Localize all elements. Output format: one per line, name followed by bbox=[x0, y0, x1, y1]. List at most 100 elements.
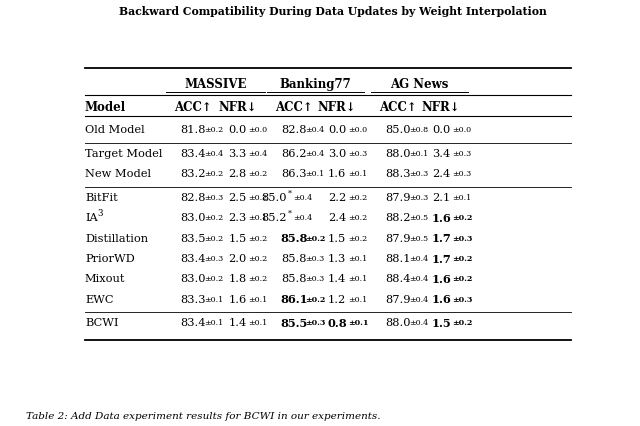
Text: 83.4: 83.4 bbox=[180, 318, 206, 328]
Text: Backward Compatibility During Data Updates by Weight Interpolation: Backward Compatibility During Data Updat… bbox=[119, 6, 547, 17]
Text: ±0.4: ±0.4 bbox=[410, 254, 429, 262]
Text: ±0.8: ±0.8 bbox=[410, 126, 428, 134]
Text: ±0.4: ±0.4 bbox=[410, 319, 429, 327]
Text: ±0.4: ±0.4 bbox=[204, 150, 223, 158]
Text: ±0.1: ±0.1 bbox=[348, 275, 367, 283]
Text: MASSIVE: MASSIVE bbox=[184, 78, 246, 90]
Text: ±0.3: ±0.3 bbox=[204, 254, 223, 262]
Text: ±0.3: ±0.3 bbox=[452, 170, 471, 178]
Text: 0.0: 0.0 bbox=[228, 125, 247, 135]
Text: ±0.4: ±0.4 bbox=[410, 275, 429, 283]
Text: 2.1: 2.1 bbox=[432, 193, 450, 202]
Text: 2.3: 2.3 bbox=[228, 213, 247, 223]
Text: NFR↓: NFR↓ bbox=[422, 101, 460, 113]
Text: 1.4: 1.4 bbox=[228, 318, 247, 328]
Text: 87.9: 87.9 bbox=[386, 193, 411, 202]
Text: BitFit: BitFit bbox=[85, 193, 118, 202]
Text: 1.4: 1.4 bbox=[328, 274, 346, 284]
Text: ACC↑: ACC↑ bbox=[174, 101, 212, 113]
Text: ±0.4: ±0.4 bbox=[293, 193, 312, 201]
Text: ±0.3: ±0.3 bbox=[452, 150, 471, 158]
Text: 85.8: 85.8 bbox=[280, 233, 308, 244]
Text: ±0.3: ±0.3 bbox=[348, 150, 367, 158]
Text: 0.8: 0.8 bbox=[327, 317, 347, 328]
Text: IA: IA bbox=[85, 213, 98, 223]
Text: 83.0: 83.0 bbox=[180, 274, 206, 284]
Text: 1.6: 1.6 bbox=[431, 294, 451, 305]
Text: ±0.3: ±0.3 bbox=[305, 319, 326, 327]
Text: ±0.4: ±0.4 bbox=[293, 214, 312, 222]
Text: 1.3: 1.3 bbox=[328, 253, 346, 263]
Text: ±0.0: ±0.0 bbox=[249, 126, 268, 134]
Text: ±0.2: ±0.2 bbox=[204, 170, 223, 178]
Text: Banking77: Banking77 bbox=[280, 78, 351, 90]
Text: ±0.1: ±0.1 bbox=[305, 170, 324, 178]
Text: 2.4: 2.4 bbox=[432, 169, 450, 179]
Text: 1.7: 1.7 bbox=[431, 233, 451, 244]
Text: ±0.1: ±0.1 bbox=[204, 319, 223, 327]
Text: Target Model: Target Model bbox=[85, 149, 163, 158]
Text: *: * bbox=[288, 209, 292, 217]
Text: ±0.1: ±0.1 bbox=[249, 295, 268, 303]
Text: 2.2: 2.2 bbox=[328, 193, 346, 202]
Text: 83.4: 83.4 bbox=[180, 149, 206, 158]
Text: ACC↑: ACC↑ bbox=[380, 101, 417, 113]
Text: 85.5: 85.5 bbox=[281, 317, 308, 328]
Text: ±0.2: ±0.2 bbox=[452, 254, 472, 262]
Text: ±0.1: ±0.1 bbox=[249, 214, 268, 222]
Text: Distillation: Distillation bbox=[85, 233, 148, 243]
Text: ±0.2: ±0.2 bbox=[305, 234, 326, 242]
Text: 88.1: 88.1 bbox=[386, 253, 411, 263]
Text: 3.0: 3.0 bbox=[328, 149, 346, 158]
Text: 1.5: 1.5 bbox=[228, 233, 247, 243]
Text: 85.0: 85.0 bbox=[386, 125, 411, 135]
Text: NFR↓: NFR↓ bbox=[317, 101, 356, 113]
Text: ACC↑: ACC↑ bbox=[275, 101, 313, 113]
Text: 2.0: 2.0 bbox=[228, 253, 247, 263]
Text: ±0.2: ±0.2 bbox=[452, 275, 472, 283]
Text: ±0.3: ±0.3 bbox=[410, 193, 429, 201]
Text: New Model: New Model bbox=[85, 169, 151, 179]
Text: ±0.3: ±0.3 bbox=[305, 275, 324, 283]
Text: 88.0: 88.0 bbox=[386, 318, 411, 328]
Text: 3.4: 3.4 bbox=[432, 149, 450, 158]
Text: ±0.4: ±0.4 bbox=[305, 150, 324, 158]
Text: BCWI: BCWI bbox=[85, 318, 118, 328]
Text: 1.6: 1.6 bbox=[431, 212, 451, 223]
Text: 1.6: 1.6 bbox=[431, 273, 451, 284]
Text: ±0.0: ±0.0 bbox=[348, 126, 367, 134]
Text: 3: 3 bbox=[98, 209, 103, 218]
Text: 87.9: 87.9 bbox=[386, 294, 411, 304]
Text: 83.4: 83.4 bbox=[180, 253, 206, 263]
Text: 0.0: 0.0 bbox=[328, 125, 346, 135]
Text: ±0.2: ±0.2 bbox=[452, 319, 472, 327]
Text: ±0.1: ±0.1 bbox=[452, 193, 471, 201]
Text: 85.2: 85.2 bbox=[261, 213, 287, 223]
Text: 1.5: 1.5 bbox=[328, 233, 346, 243]
Text: ±0.0: ±0.0 bbox=[452, 126, 471, 134]
Text: 2.4: 2.4 bbox=[328, 213, 346, 223]
Text: ±0.1: ±0.1 bbox=[204, 295, 223, 303]
Text: 83.3: 83.3 bbox=[180, 294, 206, 304]
Text: 87.9: 87.9 bbox=[386, 233, 411, 243]
Text: ±0.2: ±0.2 bbox=[348, 214, 367, 222]
Text: 83.2: 83.2 bbox=[180, 169, 206, 179]
Text: Model: Model bbox=[85, 101, 126, 113]
Text: ±0.2: ±0.2 bbox=[204, 275, 223, 283]
Text: EWC: EWC bbox=[85, 294, 113, 304]
Text: 82.8: 82.8 bbox=[180, 193, 206, 202]
Text: 82.8: 82.8 bbox=[282, 125, 307, 135]
Text: ±0.3: ±0.3 bbox=[452, 234, 472, 242]
Text: ±0.5: ±0.5 bbox=[410, 214, 428, 222]
Text: 2.8: 2.8 bbox=[228, 169, 247, 179]
Text: ±0.2: ±0.2 bbox=[249, 234, 268, 242]
Text: 88.0: 88.0 bbox=[386, 149, 411, 158]
Text: ±0.2: ±0.2 bbox=[249, 275, 268, 283]
Text: 81.8: 81.8 bbox=[180, 125, 206, 135]
Text: 1.6: 1.6 bbox=[228, 294, 247, 304]
Text: ±0.4: ±0.4 bbox=[305, 126, 324, 134]
Text: 88.4: 88.4 bbox=[386, 274, 411, 284]
Text: 1.5: 1.5 bbox=[431, 317, 451, 328]
Text: 1.7: 1.7 bbox=[431, 253, 451, 264]
Text: ±0.2: ±0.2 bbox=[452, 214, 472, 222]
